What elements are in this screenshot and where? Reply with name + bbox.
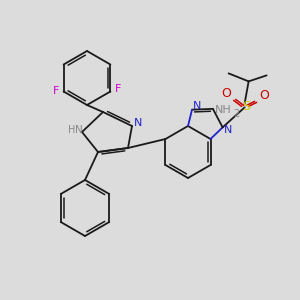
Text: NH: NH: [214, 105, 231, 115]
Text: N: N: [134, 118, 142, 128]
Text: N: N: [193, 101, 201, 111]
Text: F: F: [52, 86, 59, 97]
Text: N: N: [75, 125, 83, 135]
Text: H: H: [68, 125, 76, 135]
Text: 2: 2: [233, 109, 239, 119]
Text: O: O: [260, 89, 270, 102]
Text: N: N: [224, 125, 232, 135]
Text: F: F: [115, 85, 122, 94]
Text: O: O: [222, 87, 232, 100]
Text: S: S: [242, 100, 250, 113]
